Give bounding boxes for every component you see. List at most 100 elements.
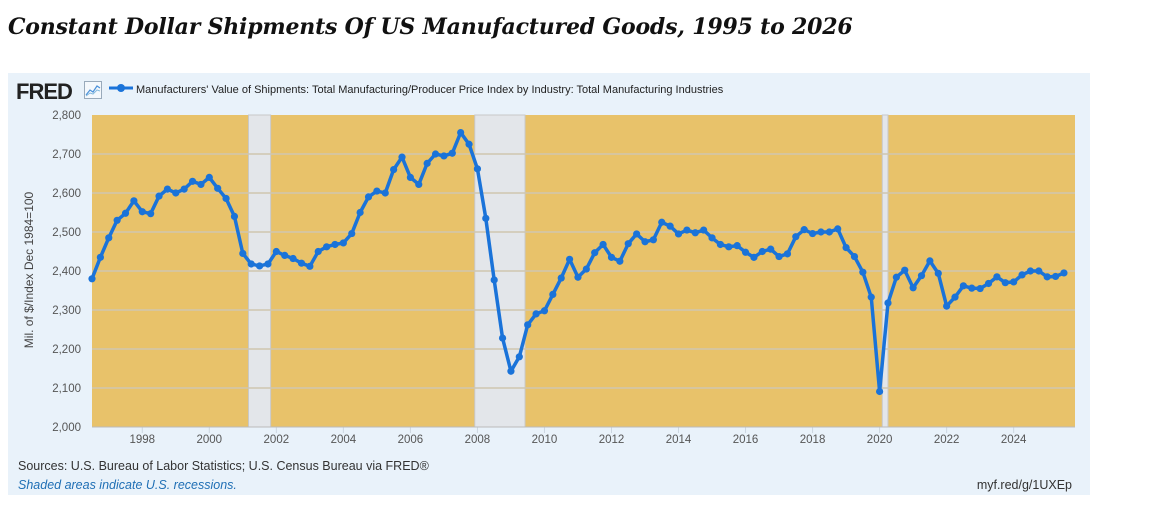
- data-point: [214, 184, 222, 192]
- data-point: [792, 233, 800, 241]
- x-tick-label: 2018: [800, 434, 826, 446]
- y-tick-label: 2,800: [52, 110, 81, 122]
- data-point: [582, 265, 590, 273]
- data-point: [876, 387, 884, 396]
- data-point: [817, 228, 825, 236]
- x-tick-label: 2014: [666, 434, 692, 446]
- data-point: [557, 274, 565, 282]
- data-point: [356, 208, 364, 217]
- data-point: [683, 226, 691, 234]
- x-tick-label: 2006: [398, 434, 424, 446]
- data-point: [1051, 272, 1060, 281]
- data-point: [607, 253, 616, 261]
- data-point: [490, 276, 498, 284]
- legend-label[interactable]: Manufacturers' Value of Shipments: Total…: [136, 84, 724, 96]
- recession-note: Shaded areas indicate U.S. recessions.: [18, 478, 237, 492]
- data-point: [297, 259, 306, 267]
- data-point: [591, 249, 599, 257]
- data-point: [524, 321, 532, 329]
- data-point: [976, 284, 984, 293]
- data-point: [741, 248, 750, 256]
- data-point: [163, 185, 172, 193]
- data-point: [808, 229, 817, 238]
- data-point: [867, 293, 875, 301]
- data-point: [1001, 279, 1009, 287]
- data-point: [993, 273, 1001, 281]
- x-tick-label: 2016: [733, 434, 759, 446]
- x-tick-label: 2010: [532, 434, 558, 446]
- data-point: [230, 212, 239, 220]
- data-point: [515, 353, 523, 361]
- y-tick-label: 2,700: [52, 149, 81, 161]
- short-url-link[interactable]: myf.red/g/1UXEp: [976, 478, 1072, 492]
- x-tick-label: 1998: [129, 434, 155, 446]
- data-point: [348, 229, 356, 238]
- data-point: [783, 250, 792, 258]
- data-point: [574, 273, 582, 281]
- data-point: [314, 247, 322, 256]
- y-tick-label: 2,400: [52, 266, 81, 278]
- data-point: [708, 234, 716, 242]
- data-point: [197, 180, 205, 189]
- data-point: [507, 367, 515, 375]
- y-tick-label: 2,100: [52, 383, 81, 395]
- data-point: [658, 218, 666, 226]
- fred-logo[interactable]: FRED: [16, 79, 73, 104]
- data-point: [892, 273, 900, 281]
- x-tick-label: 2012: [599, 434, 625, 446]
- data-point: [406, 173, 414, 181]
- data-point: [565, 255, 574, 263]
- data-point: [959, 282, 967, 290]
- x-tick-label: 2020: [867, 434, 893, 446]
- data-point: [138, 208, 146, 216]
- data-point: [255, 262, 264, 270]
- data-point: [859, 268, 867, 276]
- data-point: [88, 275, 96, 283]
- data-point: [968, 284, 976, 292]
- data-point: [725, 243, 733, 251]
- data-point: [775, 252, 783, 261]
- data-point: [1026, 267, 1035, 275]
- data-point: [306, 262, 314, 270]
- data-point: [624, 240, 632, 248]
- data-point: [105, 234, 113, 242]
- data-point: [641, 238, 649, 246]
- data-point: [172, 189, 180, 197]
- data-point: [423, 159, 431, 167]
- data-point: [616, 257, 624, 265]
- y-tick-label: 2,500: [52, 227, 81, 239]
- data-point: [188, 177, 197, 185]
- data-point: [364, 193, 373, 201]
- y-tick-label: 2,000: [52, 422, 81, 434]
- data-point: [909, 284, 917, 292]
- data-point: [926, 257, 934, 265]
- data-point: [758, 247, 766, 256]
- data-point: [691, 229, 699, 237]
- data-point: [750, 253, 758, 261]
- data-point: [901, 266, 909, 274]
- data-point: [381, 189, 389, 197]
- x-tick-label: 2008: [465, 434, 491, 446]
- data-point: [951, 293, 959, 301]
- data-point: [398, 153, 406, 161]
- data-point: [473, 165, 482, 173]
- data-point: [716, 240, 725, 249]
- headline: Constant Dollar Shipments Of US Manufact…: [8, 14, 853, 40]
- data-point: [649, 236, 657, 244]
- data-point: [943, 302, 951, 310]
- data-point: [834, 225, 842, 233]
- data-point: [373, 187, 381, 195]
- x-tick-label: 2004: [331, 434, 357, 446]
- data-point: [1060, 269, 1068, 277]
- data-point: [457, 128, 465, 137]
- data-point: [482, 214, 490, 222]
- data-point: [498, 334, 507, 342]
- x-tick-label: 2022: [934, 434, 960, 446]
- y-tick-label: 2,300: [52, 305, 81, 317]
- data-point: [390, 166, 398, 174]
- data-point: [850, 252, 859, 261]
- data-point: [121, 209, 130, 217]
- data-point: [155, 192, 163, 200]
- data-point: [733, 242, 741, 250]
- data-point: [323, 243, 331, 251]
